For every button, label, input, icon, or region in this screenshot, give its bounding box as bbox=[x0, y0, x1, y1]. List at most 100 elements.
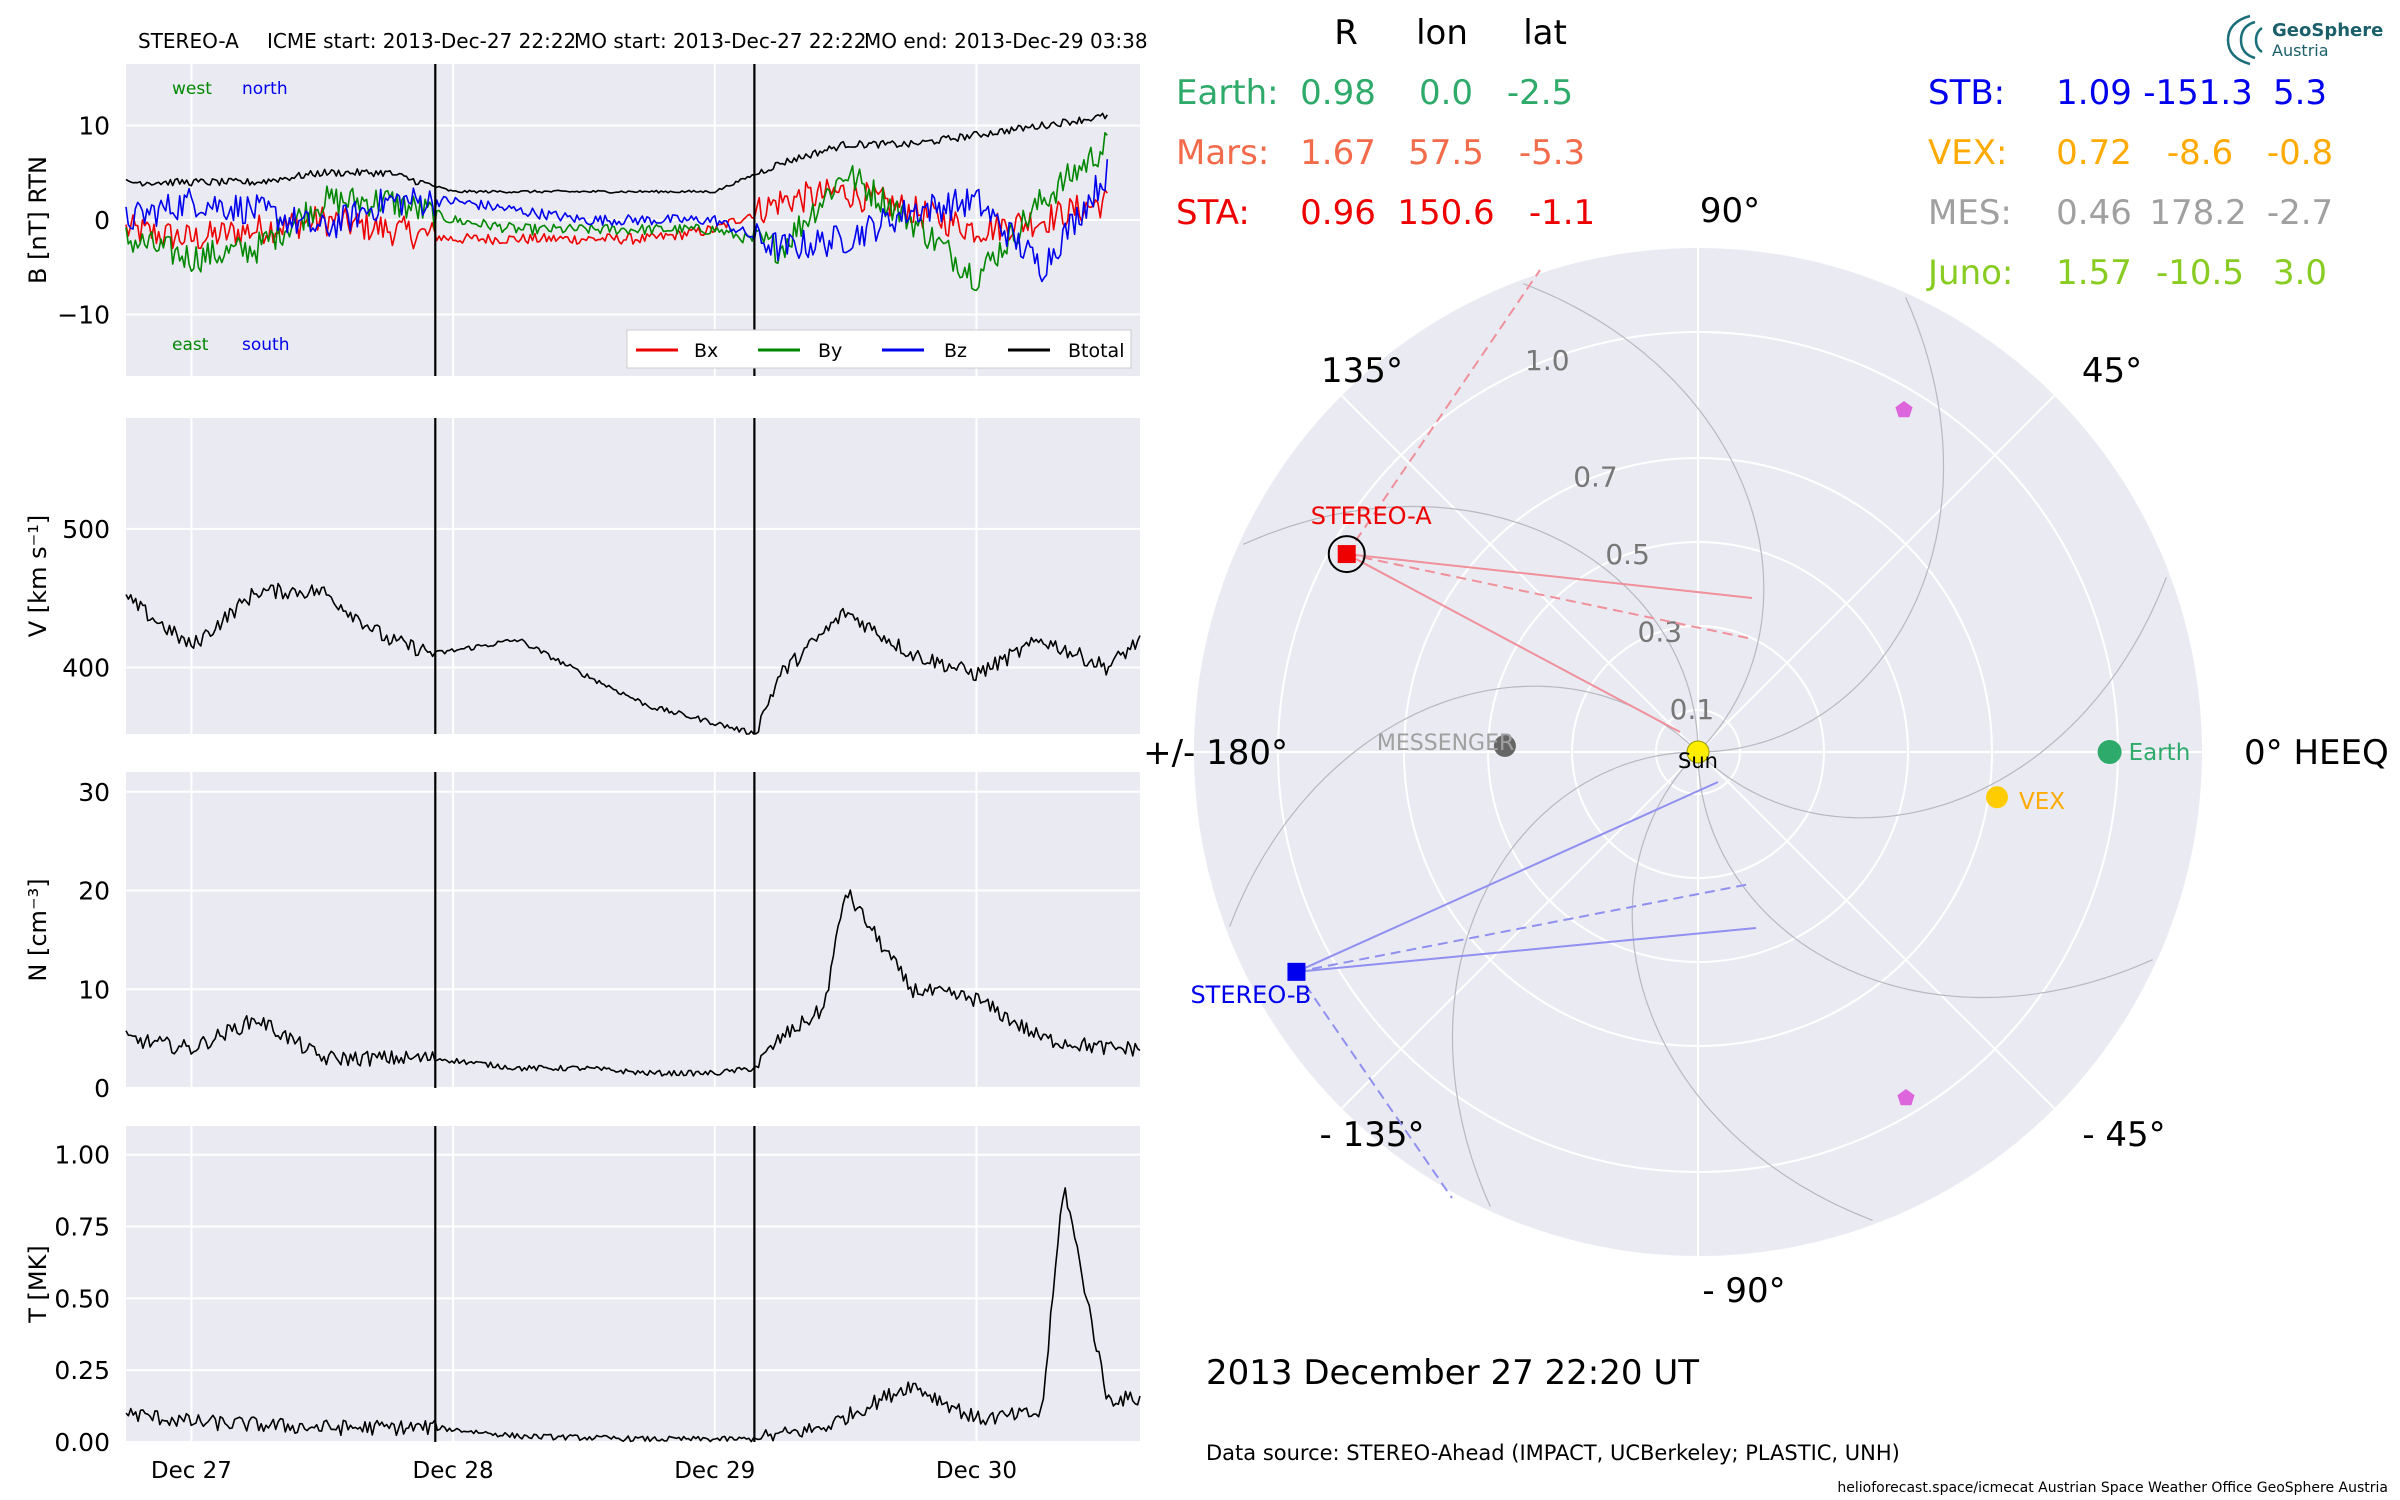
angle-label: 135° bbox=[1321, 351, 1403, 391]
series-line-v bbox=[125, 582, 1141, 735]
sta-view-line-dashed bbox=[1346, 553, 1749, 639]
panel-background bbox=[126, 418, 1140, 734]
stereo-b-marker bbox=[1287, 962, 1306, 981]
series-line-n bbox=[125, 889, 1141, 1077]
legend-label-btotal: Btotal bbox=[1068, 340, 1124, 362]
y-tick-label: 20 bbox=[78, 877, 110, 906]
x-tick-label: Dec 30 bbox=[936, 1458, 1017, 1484]
positions-table: R lon lat Earth: 0.98 0.0 -2.5 Mars: 1.6… bbox=[1176, 13, 2333, 293]
spiral-line bbox=[1703, 577, 2167, 819]
y-axis-label: T [MK] bbox=[24, 1245, 52, 1323]
header-mo-start: MO start: 2013-Dec-27 22:22 bbox=[574, 29, 867, 53]
row-mes: MES: 0.46 178.2 -2.7 bbox=[1928, 193, 2333, 233]
sta-sun-line bbox=[1346, 553, 1681, 733]
row-stb: STB: 1.09 -151.3 5.3 bbox=[1928, 73, 2327, 113]
legend-label-bz: Bz bbox=[944, 340, 967, 362]
speed-panel: 500 400 V [km s⁻¹] bbox=[24, 418, 1141, 735]
messenger-marker bbox=[1493, 734, 1516, 757]
panel-background bbox=[126, 1126, 1140, 1442]
y-tick-label: 0.50 bbox=[54, 1284, 110, 1313]
radial-label: 0.7 bbox=[1573, 460, 1618, 493]
spiral-line bbox=[1523, 283, 1765, 747]
angular-line bbox=[1697, 751, 2056, 1110]
row-mars: Mars: 1.67 57.5 -5.3 bbox=[1176, 133, 1585, 173]
row-earth: Earth: 0.98 0.0 -2.5 bbox=[1176, 73, 1573, 113]
series-group bbox=[125, 64, 1109, 376]
data-source: Data source: STEREO-Ahead (IMPACT, UCBer… bbox=[1206, 1441, 1900, 1465]
vex-marker bbox=[1985, 786, 2008, 809]
series-line-bz bbox=[125, 159, 1109, 283]
y-tick-label: 0.25 bbox=[54, 1356, 110, 1385]
spiral-line bbox=[1451, 751, 1690, 1207]
y-ticks: 30 20 10 0 bbox=[78, 778, 110, 1103]
y-axis-label: B [nT] RTN bbox=[24, 156, 52, 284]
series-group bbox=[125, 1126, 1141, 1443]
row-vex: VEX: 0.72 -8.6 -0.8 bbox=[1928, 133, 2333, 173]
row-name: Earth: bbox=[1176, 73, 1279, 113]
plot-header: STEREO-A ICME start: 2013-Dec-27 22:22 M… bbox=[138, 29, 1148, 53]
series-line-btotal bbox=[125, 112, 1108, 194]
density-panel: 30 20 10 0 N [cm⁻³] bbox=[24, 772, 1141, 1103]
angular-line bbox=[1340, 751, 1699, 1110]
logo-line2: Austria bbox=[2272, 41, 2329, 60]
row-R: 0.96 bbox=[1300, 193, 1376, 233]
row-lon: 57.5 bbox=[1408, 133, 1484, 173]
angle-label: 0° HEEQ bbox=[2244, 733, 2389, 773]
earth-label: Earth bbox=[2129, 740, 2191, 766]
radial-label: 0.3 bbox=[1638, 616, 1683, 649]
row-lon: -10.5 bbox=[2156, 253, 2244, 293]
legend: Bx By Bz Btotal bbox=[626, 329, 1132, 369]
y-tick-label: 10 bbox=[78, 111, 110, 140]
radial-label: 0.5 bbox=[1605, 538, 1650, 571]
row-R: 0.46 bbox=[2056, 193, 2132, 233]
logo-swirl-icon bbox=[2226, 14, 2263, 66]
spiral-line bbox=[1229, 685, 1693, 927]
radial-label: 0.1 bbox=[1670, 693, 1715, 726]
geosphere-logo: GeoSphere Austria bbox=[2226, 14, 2383, 66]
messenger-label: MESSENGER bbox=[1377, 731, 1514, 756]
y-ticks: 1.00 0.75 0.50 0.25 0.00 bbox=[54, 1141, 110, 1457]
x-tick-label: Dec 29 bbox=[674, 1458, 755, 1484]
row-name: STA: bbox=[1176, 193, 1250, 233]
y-tick-label: 10 bbox=[78, 975, 110, 1004]
footer-credits: helioforecast.space/icmecat Austrian Spa… bbox=[1837, 1480, 2388, 1496]
angle-label: - 45° bbox=[2082, 1115, 2165, 1155]
row-juno: Juno: 1.57 -10.5 3.0 bbox=[1926, 253, 2327, 293]
header-lat: lat bbox=[1523, 13, 1567, 53]
series-line-t bbox=[125, 1187, 1141, 1443]
spiral-line bbox=[1243, 505, 1699, 744]
annotation-north: north bbox=[242, 79, 288, 99]
row-R: 0.98 bbox=[1300, 73, 1376, 113]
stb-view-line-dashed bbox=[1296, 883, 1751, 973]
row-lat: -0.8 bbox=[2267, 133, 2333, 173]
row-R: 1.67 bbox=[1300, 133, 1376, 173]
x-tick-label: Dec 27 bbox=[151, 1458, 232, 1484]
angle-label: 45° bbox=[2082, 351, 2142, 391]
series-group bbox=[125, 772, 1141, 1088]
row-name: VEX: bbox=[1928, 133, 2008, 173]
sun-label: Sun bbox=[1678, 749, 1718, 773]
stb-outer-line bbox=[1295, 971, 1453, 1199]
y-tick-label: 0 bbox=[94, 206, 110, 235]
stereo-a-marker bbox=[1337, 545, 1356, 564]
radial-label: 1.0 bbox=[1525, 344, 1570, 377]
spiral-line bbox=[1631, 757, 1873, 1221]
pentagon-marker-lower bbox=[1897, 1089, 1915, 1106]
y-tick-label: 500 bbox=[62, 515, 110, 544]
spacecraft-markers: Sun Earth VEX MESSENGER STEREO-A STEREO-B bbox=[1190, 401, 2191, 1106]
y-tick-label: 1.00 bbox=[54, 1141, 110, 1170]
earth-marker bbox=[2097, 740, 2122, 764]
angle-label: +/- 180° bbox=[1143, 733, 1288, 773]
annotation-west: west bbox=[172, 79, 212, 99]
row-lat: -1.1 bbox=[1529, 193, 1595, 233]
header-mo-end: MO end: 2013-Dec-29 03:38 bbox=[864, 29, 1148, 53]
x-ticks: Dec 27 Dec 28 Dec 29 Dec 30 bbox=[151, 1458, 1017, 1484]
y-tick-label: 0.75 bbox=[54, 1213, 110, 1242]
sta-view-line bbox=[1346, 553, 1753, 599]
vex-label: VEX bbox=[2019, 789, 2065, 815]
field-of-view-lines bbox=[1295, 269, 1757, 1199]
y-tick-label: 30 bbox=[78, 778, 110, 807]
annotation-east: east bbox=[172, 335, 209, 355]
row-sta: STA: 0.96 150.6 -1.1 bbox=[1176, 193, 1595, 233]
y-ticks: 500 400 bbox=[62, 515, 110, 683]
